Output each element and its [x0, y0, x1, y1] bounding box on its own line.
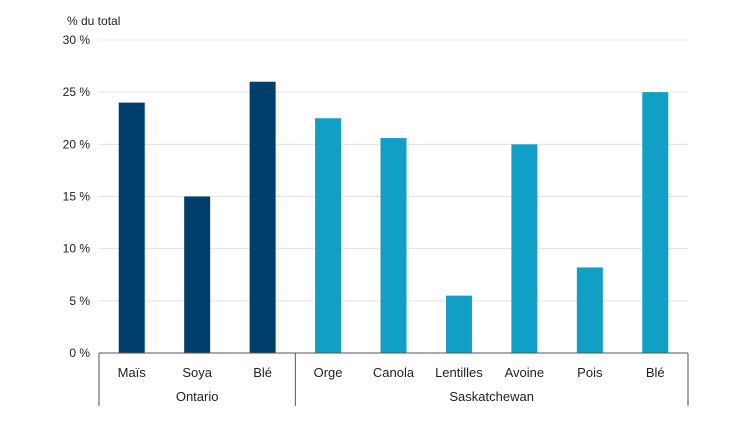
category-label: Pois	[577, 365, 603, 380]
group-label: Ontario	[176, 389, 219, 404]
category-label: Blé	[253, 365, 272, 380]
category-labels: Maïs Soya Blé Orge Canola Lentilles Avoine Pois…	[118, 365, 665, 380]
category-label: Blé	[646, 365, 665, 380]
category-label: Orge	[314, 365, 343, 380]
category-label: Maïs	[118, 365, 147, 380]
category-label: Canola	[373, 365, 415, 380]
bar	[315, 118, 342, 353]
category-label: Avoine	[505, 365, 545, 380]
y-axis-label: % du total	[67, 14, 120, 28]
bar	[642, 92, 669, 354]
y-tick-label: 10 %	[63, 242, 91, 256]
bar	[184, 196, 211, 353]
bars	[118, 81, 669, 354]
y-tick-label: 5 %	[69, 294, 90, 308]
bar	[380, 138, 407, 353]
y-tick-label: 20 %	[63, 137, 91, 151]
group-labels: Ontario Saskatchewan	[176, 389, 534, 404]
category-label: Soya	[182, 365, 212, 380]
y-tick-label: 30 %	[63, 33, 91, 47]
y-axis-ticks: 0 % 5 % 10 % 15 % 20 % 25 % 30 %	[63, 33, 91, 360]
bar	[576, 267, 603, 353]
y-tick-label: 25 %	[63, 85, 91, 99]
y-tick-label: 0 %	[69, 346, 90, 360]
category-label: Lentilles	[435, 365, 483, 380]
group-label: Saskatchewan	[449, 389, 534, 404]
bar	[445, 295, 472, 353]
bar	[118, 102, 145, 353]
bar	[511, 144, 538, 353]
axes	[98, 352, 689, 406]
bar	[249, 81, 276, 353]
y-tick-label: 15 %	[63, 190, 91, 204]
